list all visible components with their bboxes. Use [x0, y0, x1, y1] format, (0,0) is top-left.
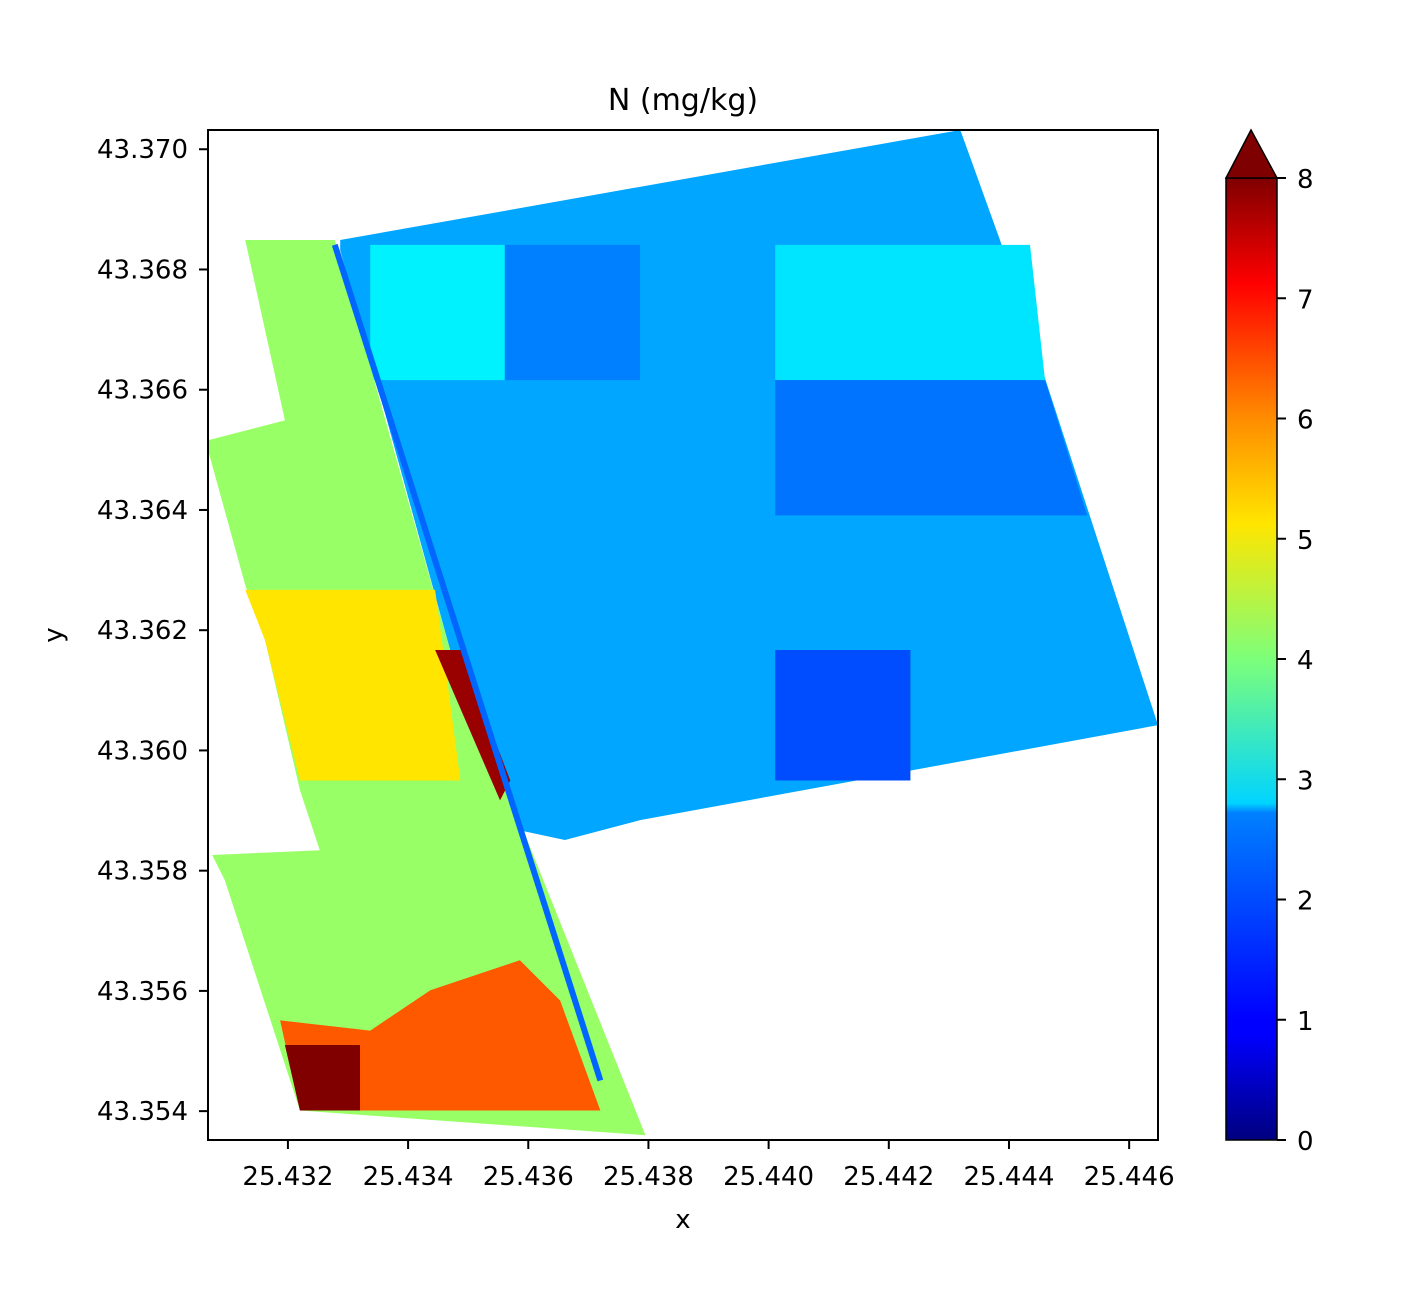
y-tick-label: 43.354 — [97, 1097, 188, 1127]
heatmap-region-east-block-d — [775, 380, 1088, 516]
y-tick-label: 43.362 — [97, 616, 188, 646]
axes-frame — [207, 129, 1159, 1141]
y-axis: 43.354 43.356 43.358 43.360 43.362 43.364 43.3… — [97, 135, 208, 1127]
x-tick-label: 25.434 — [363, 1162, 454, 1192]
x-axis: 25.432 25.434 25.436 25.438 25.440 25.442 25.4… — [242, 1140, 1175, 1192]
diagonal-blue-line — [331, 243, 604, 1082]
x-tick-label: 25.444 — [963, 1162, 1054, 1192]
plot-area — [208, 130, 1158, 1136]
y-tick-label: 43.360 — [97, 736, 188, 766]
x-tick-label: 25.440 — [723, 1162, 814, 1192]
colorbar-gradient — [1225, 177, 1278, 1141]
colorbar: 0 1 2 3 4 5 6 7 8 — [1224, 128, 1314, 1157]
colorbar-tick-label: 3 — [1297, 766, 1314, 796]
y-tick-label: 43.356 — [97, 977, 188, 1007]
heatmap-region-south-max — [284, 1045, 361, 1111]
y-tick-label: 43.368 — [97, 255, 188, 285]
heatmap-region-diagonal-red — [435, 650, 511, 801]
y-tick-label: 43.366 — [97, 376, 188, 406]
colorbar-tick-label: 1 — [1297, 1007, 1314, 1037]
colorbar-extend-arrow — [1224, 128, 1279, 179]
heatmap-region-south-hot — [280, 960, 601, 1111]
colorbar-tick-label: 5 — [1297, 526, 1314, 556]
x-tick-label: 25.432 — [242, 1162, 333, 1192]
heatmap-region-east-block-b — [504, 244, 641, 381]
colorbar-tick-label: 7 — [1297, 285, 1314, 315]
heatmap-region-east-block-a — [370, 244, 505, 381]
heatmap-region-west-yellow — [245, 589, 461, 781]
chart-title: N (mg/kg) — [608, 83, 758, 118]
heatmap-region-east-block-c — [775, 244, 1046, 381]
colorbar-tick-label: 6 — [1297, 406, 1314, 436]
x-tick-label: 25.442 — [843, 1162, 934, 1192]
colorbar-tick-label: 2 — [1297, 887, 1314, 917]
y-axis-label: y — [39, 627, 69, 642]
y-tick-label: 43.358 — [97, 857, 188, 887]
heatmap-region-east-block-e — [775, 650, 911, 781]
colorbar-tick-label: 8 — [1297, 165, 1314, 195]
colorbar-tick-label: 0 — [1297, 1127, 1314, 1157]
y-tick-label: 43.364 — [97, 496, 188, 526]
x-axis-label: x — [675, 1205, 690, 1235]
colorbar-tick-label: 4 — [1297, 646, 1314, 676]
x-tick-label: 25.436 — [483, 1162, 574, 1192]
y-tick-label: 43.370 — [97, 135, 188, 165]
x-tick-label: 25.446 — [1084, 1162, 1175, 1192]
x-tick-label: 25.438 — [603, 1162, 694, 1192]
colorbar-ticks: 0 1 2 3 4 5 6 7 8 — [1277, 165, 1314, 1157]
